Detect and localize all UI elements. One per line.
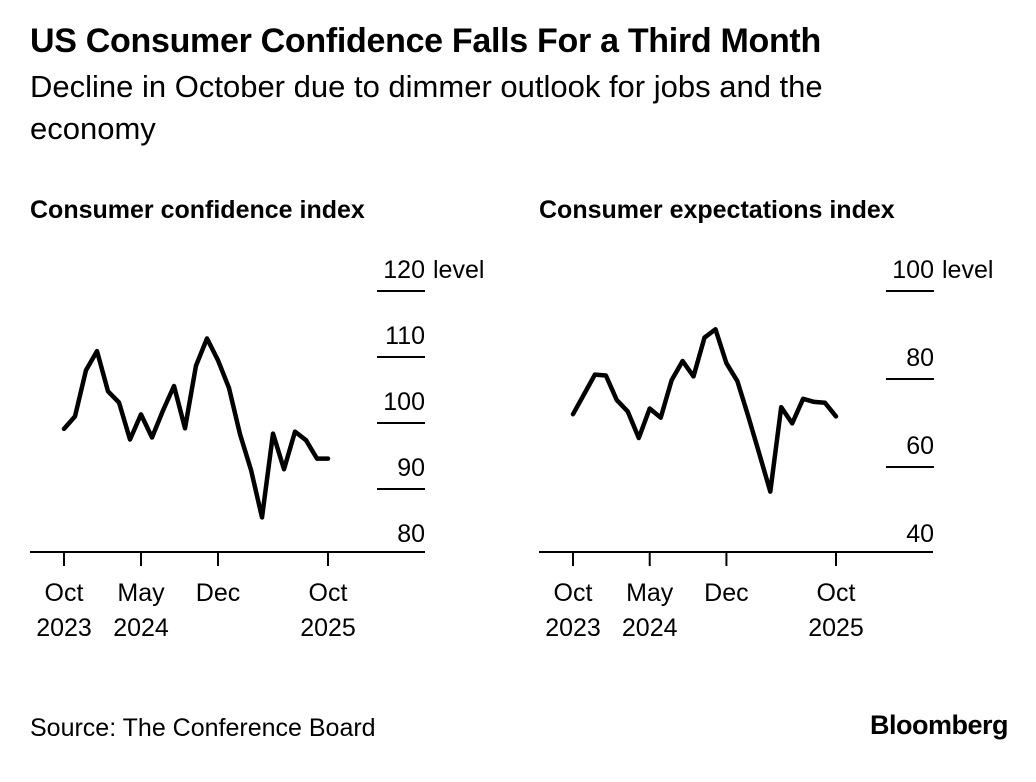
panel-1-xtick-month-7: May <box>626 579 674 607</box>
source-note: Source: The Conference Board <box>30 714 376 742</box>
panel-1-series-line <box>570 327 839 494</box>
panel-0-xtick-month-7: May <box>117 579 165 607</box>
panel-1-xtick-year-0: 2023 <box>545 614 601 642</box>
panel-1-xtick-month-0: Oct <box>554 579 593 607</box>
panel-1-xtick-year-7: 2024 <box>622 614 678 642</box>
panel-0-xtick-month-24: Oct <box>309 579 348 607</box>
panel-0-series-line <box>61 336 331 520</box>
panel-1-xtick-month-14: Dec <box>704 579 748 607</box>
panel-1-ytick-label-40: 40 <box>906 520 934 548</box>
panel-0-ytick-label-80: 80 <box>397 520 425 548</box>
panel-1-ytick-label-100: 100 <box>892 256 934 284</box>
panel-1-ylabel: level <box>942 256 993 284</box>
panel-0-ytick-label-110: 110 <box>385 322 425 350</box>
chart-title: US Consumer Confidence Falls For a Third… <box>30 22 821 60</box>
panel-0-xtick-year-7: 2024 <box>113 614 169 642</box>
panel-0-xtick-year-0: 2023 <box>36 614 92 642</box>
panel-0-ytick-label-120: 120 <box>383 256 425 284</box>
panel-0-xtick-month-14: Dec <box>196 579 240 607</box>
panel-0-ytick-label-90: 90 <box>397 454 425 482</box>
panel-1-ytick-label-80: 80 <box>906 344 934 372</box>
chart-subtitle: Decline in October due to dimmer outlook… <box>30 69 823 146</box>
panel-0-xtick-year-24: 2025 <box>300 614 356 642</box>
panel-0-xtick-month-0: Oct <box>45 579 84 607</box>
panel-0-ytick-label-100: 100 <box>383 388 425 416</box>
panel-1-title: Consumer expectations index <box>539 196 895 224</box>
panel-0-ylabel: level <box>433 256 484 284</box>
panel-1-xtick-year-24: 2025 <box>808 614 864 642</box>
panel-1-ytick-label-60: 60 <box>906 432 934 460</box>
bloomberg-logo: Bloomberg <box>869 710 1009 740</box>
panel-1-xtick-month-24: Oct <box>817 579 856 607</box>
panel-0-title: Consumer confidence index <box>30 196 365 224</box>
